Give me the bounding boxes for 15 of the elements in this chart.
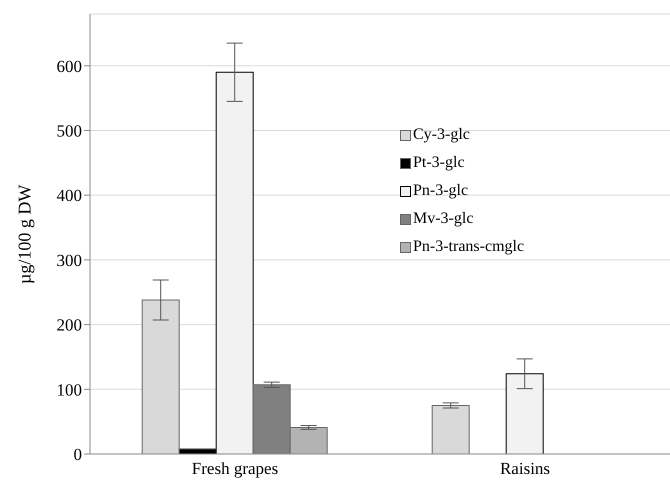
legend-label: Mv-3-glc <box>413 209 474 229</box>
x-tick-label: Fresh grapes <box>192 459 278 478</box>
y-tick-label: 200 <box>56 316 82 335</box>
legend-label: Cy-3-glc <box>413 125 470 145</box>
y-tick-label: 500 <box>56 122 82 141</box>
y-tick-label: 300 <box>56 250 82 270</box>
legend-label: Pn-3-trans-cmglc <box>413 237 524 257</box>
y-tick-label: 0 <box>74 445 82 464</box>
y-tick-label: 400 <box>56 186 82 206</box>
y-axis-title: µg/100 g DW <box>14 184 34 284</box>
legend-label: Pn-3-glc <box>413 181 468 201</box>
y-tick-label: 100 <box>56 380 82 400</box>
y-tick-label: 600 <box>56 56 82 76</box>
x-tick-label: Raisins <box>500 459 550 478</box>
legend-label: Pt-3-glc <box>413 153 465 173</box>
